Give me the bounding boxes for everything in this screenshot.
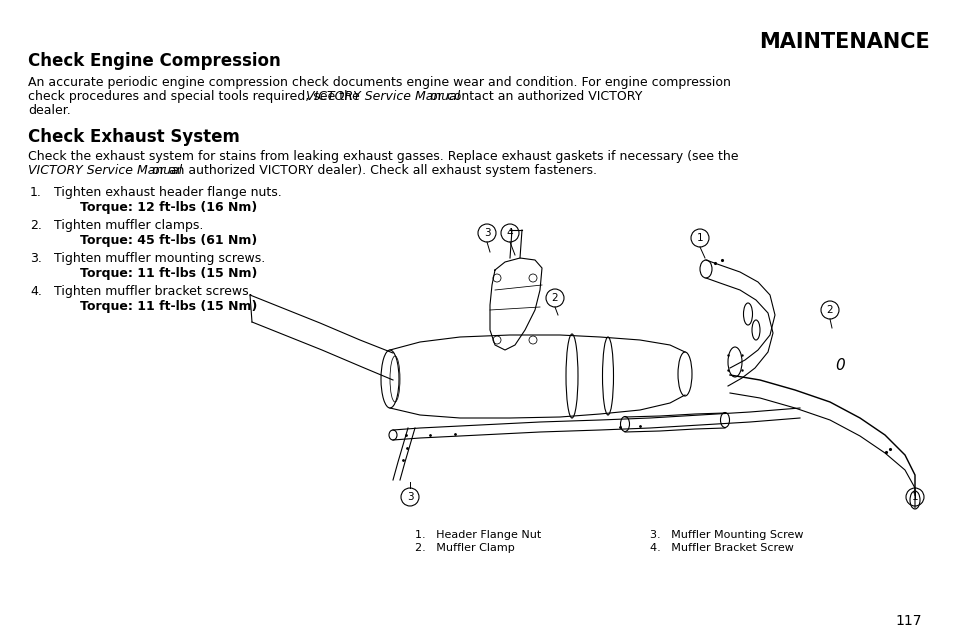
Text: Tighten muffler clamps.: Tighten muffler clamps. xyxy=(54,219,203,232)
Text: or contact an authorized VICTORY: or contact an authorized VICTORY xyxy=(426,90,641,103)
Text: 4.   Muffler Bracket Screw: 4. Muffler Bracket Screw xyxy=(649,543,793,553)
Text: 1: 1 xyxy=(911,492,918,502)
Text: 0: 0 xyxy=(834,357,844,372)
Text: 2.   Muffler Clamp: 2. Muffler Clamp xyxy=(415,543,515,553)
Text: Tighten muffler mounting screws.: Tighten muffler mounting screws. xyxy=(54,252,265,265)
Text: MAINTENANCE: MAINTENANCE xyxy=(759,32,929,52)
Text: 3: 3 xyxy=(406,492,413,502)
Text: 3.   Muffler Mounting Screw: 3. Muffler Mounting Screw xyxy=(649,530,802,540)
Text: Torque: 11 ft-lbs (15 Nm): Torque: 11 ft-lbs (15 Nm) xyxy=(80,267,257,280)
Text: 2: 2 xyxy=(826,305,832,315)
Text: 1.   Header Flange Nut: 1. Header Flange Nut xyxy=(415,530,540,540)
Text: Check Engine Compression: Check Engine Compression xyxy=(28,52,280,70)
Text: VICTORY Service Manual: VICTORY Service Manual xyxy=(306,90,459,103)
Text: 2: 2 xyxy=(551,293,558,303)
Text: 2.: 2. xyxy=(30,219,42,232)
Text: 117: 117 xyxy=(895,614,921,627)
Text: 4.: 4. xyxy=(30,285,42,298)
Text: Check the exhaust system for stains from leaking exhaust gasses. Replace exhaust: Check the exhaust system for stains from… xyxy=(28,150,738,163)
Text: Torque: 11 ft-lbs (15 Nm): Torque: 11 ft-lbs (15 Nm) xyxy=(80,300,257,313)
Text: Torque: 45 ft-lbs (61 Nm): Torque: 45 ft-lbs (61 Nm) xyxy=(80,234,257,247)
Text: Torque: 12 ft-lbs (16 Nm): Torque: 12 ft-lbs (16 Nm) xyxy=(80,201,257,214)
Text: Tighten muffler bracket screws.: Tighten muffler bracket screws. xyxy=(54,285,253,298)
Text: or an authorized VICTORY dealer). Check all exhaust system fasteners.: or an authorized VICTORY dealer). Check … xyxy=(148,164,597,177)
Text: VICTORY Service Manual: VICTORY Service Manual xyxy=(28,164,182,177)
Text: 3: 3 xyxy=(483,228,490,238)
Text: 1: 1 xyxy=(696,233,702,243)
Text: Check Exhaust System: Check Exhaust System xyxy=(28,128,239,146)
Text: Tighten exhaust header flange nuts.: Tighten exhaust header flange nuts. xyxy=(54,186,281,199)
Text: dealer.: dealer. xyxy=(28,104,71,117)
Text: 1.: 1. xyxy=(30,186,42,199)
Text: An accurate periodic engine compression check documents engine wear and conditio: An accurate periodic engine compression … xyxy=(28,76,730,89)
Text: 4: 4 xyxy=(506,228,513,238)
Text: 3.: 3. xyxy=(30,252,42,265)
Text: check procedures and special tools required, see the: check procedures and special tools requi… xyxy=(28,90,363,103)
